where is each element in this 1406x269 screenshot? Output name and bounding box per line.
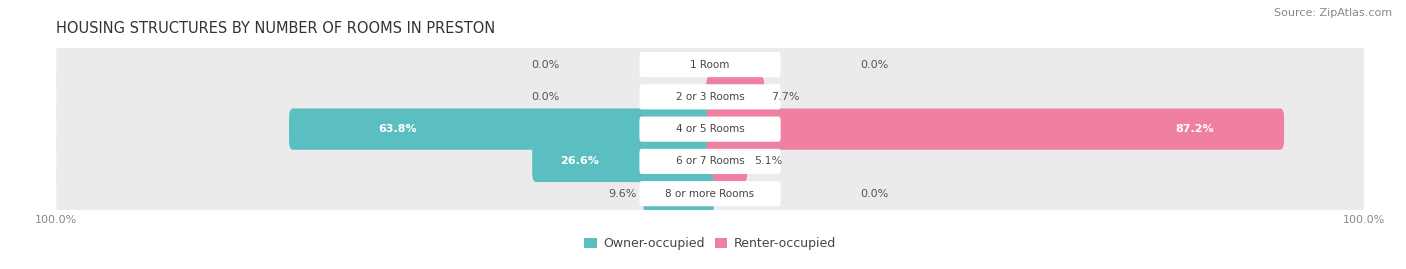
Text: 5.1%: 5.1% — [754, 156, 782, 167]
Text: 0.0%: 0.0% — [531, 59, 560, 70]
Text: 1 Room: 1 Room — [690, 59, 730, 70]
FancyBboxPatch shape — [56, 170, 1364, 217]
FancyBboxPatch shape — [706, 141, 748, 182]
Text: 87.2%: 87.2% — [1175, 124, 1213, 134]
FancyBboxPatch shape — [56, 73, 1364, 121]
Text: 6 or 7 Rooms: 6 or 7 Rooms — [676, 156, 744, 167]
FancyBboxPatch shape — [56, 138, 1364, 185]
FancyBboxPatch shape — [533, 141, 714, 182]
Legend: Owner-occupied, Renter-occupied: Owner-occupied, Renter-occupied — [579, 232, 841, 255]
Text: 8 or more Rooms: 8 or more Rooms — [665, 189, 755, 199]
FancyBboxPatch shape — [640, 181, 780, 206]
Text: 9.6%: 9.6% — [609, 189, 637, 199]
Text: Source: ZipAtlas.com: Source: ZipAtlas.com — [1274, 8, 1392, 18]
FancyBboxPatch shape — [640, 52, 780, 77]
Text: 7.7%: 7.7% — [770, 92, 800, 102]
Text: 2 or 3 Rooms: 2 or 3 Rooms — [676, 92, 744, 102]
FancyBboxPatch shape — [56, 105, 1364, 153]
Text: 0.0%: 0.0% — [860, 59, 889, 70]
FancyBboxPatch shape — [640, 116, 780, 142]
FancyBboxPatch shape — [290, 108, 714, 150]
Text: 63.8%: 63.8% — [378, 124, 416, 134]
FancyBboxPatch shape — [706, 76, 765, 118]
Text: 4 or 5 Rooms: 4 or 5 Rooms — [676, 124, 744, 134]
FancyBboxPatch shape — [640, 84, 780, 109]
Text: 26.6%: 26.6% — [560, 156, 599, 167]
FancyBboxPatch shape — [644, 173, 714, 214]
Text: HOUSING STRUCTURES BY NUMBER OF ROOMS IN PRESTON: HOUSING STRUCTURES BY NUMBER OF ROOMS IN… — [56, 20, 495, 36]
FancyBboxPatch shape — [706, 108, 1284, 150]
Text: 0.0%: 0.0% — [531, 92, 560, 102]
FancyBboxPatch shape — [640, 149, 780, 174]
FancyBboxPatch shape — [56, 41, 1364, 88]
Text: 0.0%: 0.0% — [860, 189, 889, 199]
